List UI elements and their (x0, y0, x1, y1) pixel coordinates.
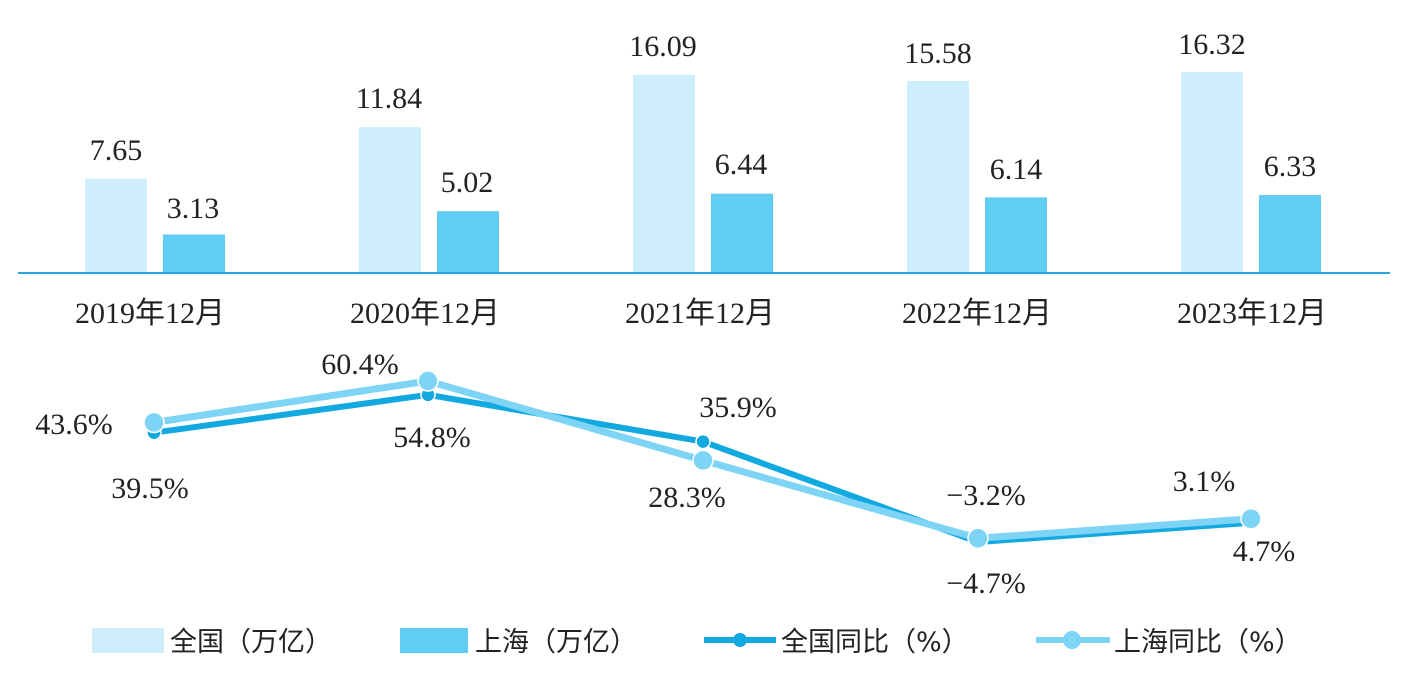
legend: 全国（万亿） 上海（万亿） 全国同比（%） 上海同比（%） (92, 627, 1302, 658)
data-label: 6.14 (990, 153, 1043, 186)
category-labels: 2019年12月 2020年12月 2021年12月 2022年12月 2023… (75, 297, 1327, 330)
data-point-shanghai (967, 527, 989, 550)
bar-shanghai (985, 197, 1047, 273)
bar-national (1181, 72, 1243, 273)
legend-swatch-shanghai-bar (400, 628, 468, 653)
legend-marker (1063, 631, 1081, 649)
bar-national (907, 81, 969, 273)
data-label: 3.1% (1173, 465, 1236, 498)
bar-shanghai (711, 193, 773, 273)
legend-label: 全国同比（%） (781, 627, 969, 658)
data-label: 6.33 (1264, 150, 1317, 183)
bar-shanghai (163, 234, 225, 273)
data-label: −3.2% (946, 479, 1025, 512)
data-label: 4.7% (1233, 535, 1296, 568)
legend-label: 上海同比（%） (1114, 627, 1302, 658)
bar-national (633, 74, 695, 273)
data-point-shanghai (143, 411, 165, 434)
data-label: 3.13 (167, 192, 220, 225)
data-label: 16.09 (629, 30, 697, 63)
legend-swatch-national-bar (92, 628, 164, 653)
bar-shanghai (1259, 195, 1321, 273)
data-label: −4.7% (946, 567, 1025, 600)
line-group (143, 370, 1262, 550)
data-label: 54.8% (393, 421, 471, 454)
data-point-shanghai (417, 370, 439, 392)
data-point-shanghai (1240, 508, 1262, 530)
tick-label: 2022年12月 (902, 297, 1052, 330)
data-point-shanghai (692, 449, 714, 472)
data-label: 16.32 (1178, 28, 1246, 61)
data-label: 6.44 (715, 148, 768, 181)
data-label: 15.58 (904, 37, 972, 70)
data-label: 39.5% (111, 472, 189, 505)
data-label: 11.84 (356, 82, 422, 115)
legend-marker (733, 633, 747, 647)
data-label: 35.9% (699, 391, 777, 424)
bar-shanghai (437, 211, 499, 273)
tick-label: 2021年12月 (625, 297, 775, 330)
tick-label: 2020年12月 (350, 297, 500, 330)
tick-label: 2019年12月 (75, 297, 225, 330)
bar-group (85, 72, 1321, 273)
data-label: 43.6% (35, 408, 113, 441)
data-label: 28.3% (648, 481, 726, 514)
bar-national (85, 178, 147, 273)
tick-label: 2023年12月 (1177, 297, 1327, 330)
data-point-national (695, 433, 711, 450)
line-value-labels: 43.6% 39.5% 60.4% 54.8% 35.9% 28.3% −3.2… (35, 348, 1295, 600)
data-label: 60.4% (321, 348, 399, 381)
legend-label: 全国（万亿） (170, 627, 332, 658)
data-label: 7.65 (90, 134, 143, 167)
legend-label: 上海（万亿） (475, 627, 637, 658)
bar-value-labels: 7.65 3.13 11.84 5.02 16.09 6.44 15.58 6.… (90, 28, 1317, 225)
data-label: 5.02 (441, 166, 494, 199)
bar-national (359, 127, 421, 273)
